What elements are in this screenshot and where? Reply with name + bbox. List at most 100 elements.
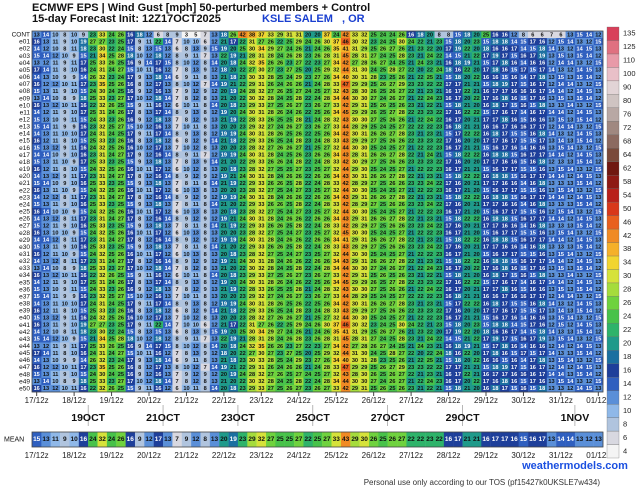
cell-label: 21 — [474, 245, 480, 251]
cell-label: 22 — [305, 266, 311, 272]
cell-label: 44 — [342, 266, 349, 272]
cell — [322, 31, 332, 39]
cell-label: 25 — [380, 68, 386, 74]
cell-label: 25 — [371, 167, 377, 173]
cell-label: 17 — [127, 110, 133, 116]
cell-label: 6 — [176, 231, 179, 237]
cell-label: 26 — [380, 216, 386, 222]
cell-label: 24 — [389, 61, 396, 67]
cell-label: 20 — [464, 181, 470, 187]
cell-label: 17 — [539, 124, 545, 130]
site-link[interactable]: weathermodels.com — [521, 460, 628, 472]
cell-label: 23 — [305, 103, 311, 109]
cell-label: 28 — [249, 315, 255, 321]
cell-label: 27 — [296, 103, 302, 109]
cell-label: 14 — [586, 223, 593, 229]
cell — [163, 59, 173, 67]
cell-label: 13 — [548, 181, 554, 187]
cell — [331, 45, 342, 53]
cell-label: 21 — [417, 103, 423, 109]
cell-label: 33 — [258, 308, 264, 314]
cell-label: 24 — [239, 89, 246, 95]
cell-label: 14 — [548, 131, 555, 137]
cell — [41, 45, 51, 53]
cell-label: 17 — [155, 131, 161, 137]
cell-label: 9 — [185, 216, 188, 222]
cell-label: 19 — [230, 89, 236, 95]
cell-label: 12 — [211, 68, 217, 74]
cell-label: 18 — [155, 287, 161, 293]
cell-label: 14 — [34, 216, 41, 222]
cell-label: 26 — [324, 216, 330, 222]
cell-label: 12 — [567, 110, 573, 116]
cell-label: 14 — [558, 124, 565, 130]
cell — [144, 31, 154, 39]
cell-label: 28 — [249, 287, 255, 293]
cell-label: 20 — [221, 188, 227, 194]
cell-label: 20 — [464, 160, 470, 166]
cell-label: 24 — [380, 188, 387, 194]
cell-label: 23 — [436, 146, 442, 152]
cell-label: 17 — [502, 252, 508, 258]
cell-label: 21 — [464, 54, 470, 60]
cell-label: 17 — [127, 153, 133, 159]
cell-label: 12 — [595, 245, 601, 251]
cell — [247, 31, 257, 39]
cell-label: 16 — [483, 216, 489, 222]
cell-label: 24 — [90, 252, 97, 258]
cell-label: 22 — [90, 273, 96, 279]
cell-label: 24 — [314, 181, 321, 187]
cell-label: 29 — [249, 139, 255, 145]
cell-label: 17 — [502, 301, 508, 307]
cell-label: 16 — [492, 146, 498, 152]
cell-label: 27 — [90, 39, 96, 45]
cell-label: 18 — [502, 195, 508, 201]
cell-label: 22 — [474, 96, 480, 102]
cell-label: 15 — [530, 231, 536, 237]
cell-label: 22 — [474, 259, 480, 265]
cell-label: 22 — [464, 153, 470, 159]
cell-label: 12 — [165, 68, 171, 74]
cell-label: 21 — [436, 259, 442, 265]
cell-label: 25 — [277, 252, 283, 258]
row-label: e38 — [19, 301, 30, 308]
cell-label: 13 — [193, 280, 199, 286]
cell-label: 33 — [99, 96, 105, 102]
cell-label: 23 — [436, 167, 442, 173]
cell-label: 25 — [389, 209, 395, 215]
cell-label: 32 — [333, 89, 339, 95]
cell-label: 14 — [586, 75, 593, 81]
cell-label: 7 — [176, 96, 179, 102]
cell-label: 12 — [193, 117, 199, 123]
cell-label: 26 — [118, 32, 124, 38]
cell-label: 23 — [408, 301, 414, 307]
cell-label: 19 — [221, 238, 227, 244]
cell-label: 14 — [576, 259, 583, 265]
cell-label: 22 — [464, 89, 470, 95]
cell-label: 16 — [455, 110, 461, 116]
cell-label: 9 — [138, 245, 141, 251]
cell-label: 13 — [548, 252, 554, 258]
cell — [228, 31, 239, 39]
cell-label: 29 — [352, 195, 358, 201]
cell-label: 13 — [548, 75, 554, 81]
cell-label: 25 — [483, 32, 489, 38]
cell-label: 8 — [204, 131, 207, 137]
cell-label: 29 — [352, 308, 358, 314]
cell — [294, 38, 304, 46]
cell-label: 15 — [445, 103, 451, 109]
cell-label: 21 — [305, 315, 311, 321]
cell-label: 17 — [127, 238, 133, 244]
cell — [172, 59, 182, 67]
cell-label: 27 — [389, 259, 395, 265]
cell-label: 26 — [286, 195, 292, 201]
cell-label: 29 — [249, 308, 255, 314]
cell — [593, 52, 604, 60]
cell-label: 24 — [277, 124, 284, 130]
cell-label: 31 — [258, 280, 264, 286]
cell-label: 15 — [595, 103, 601, 109]
cell-label: 21 — [436, 89, 442, 95]
cell-label: 24 — [108, 238, 115, 244]
cell-label: 16 — [492, 252, 498, 258]
cell-label: 24 — [380, 39, 387, 45]
